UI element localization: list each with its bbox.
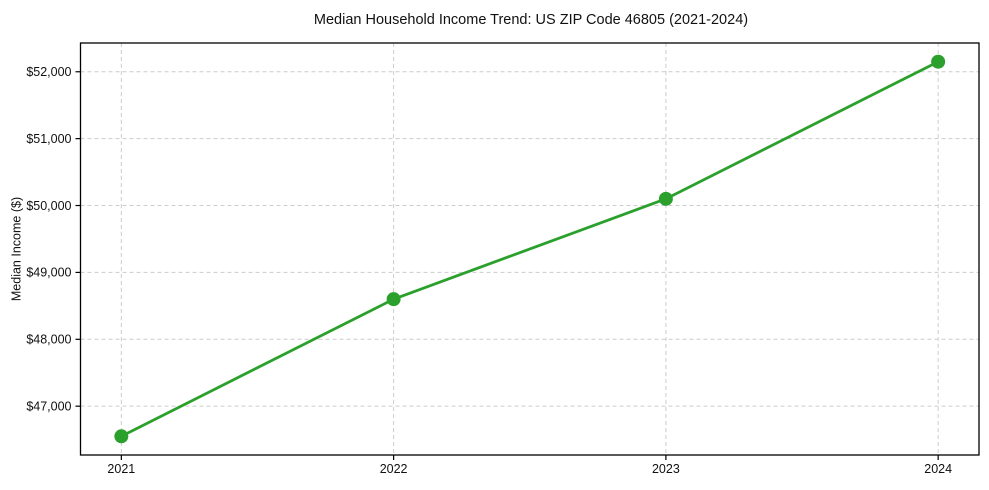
data-point-2023 xyxy=(658,191,673,206)
y-tick-label: $49,000 xyxy=(26,266,71,280)
data-line xyxy=(119,60,940,438)
y-tick-label: $47,000 xyxy=(26,399,71,413)
data-point-2022 xyxy=(386,292,401,307)
x-tick-label: 2021 xyxy=(107,462,135,476)
data-point-2024 xyxy=(931,54,946,69)
chart-layer: $47,000 $48,000 $49,000 $50,000 $51,000 $52,0… xyxy=(26,42,980,476)
x-tick-label: 2023 xyxy=(652,462,680,476)
y-tick-label: $51,000 xyxy=(26,132,71,146)
data-point-2021 xyxy=(114,429,129,444)
y-axis-label: Median Income ($) xyxy=(9,197,23,301)
y-tick-label: $48,000 xyxy=(26,333,71,347)
chart-title: Median Household Income Trend: US ZIP Co… xyxy=(314,12,748,28)
y-tick-label: $50,000 xyxy=(26,199,71,213)
y-tick-label: $52,000 xyxy=(26,65,71,79)
plot-border xyxy=(79,42,980,456)
x-tick-label: 2022 xyxy=(380,462,408,476)
x-tick-label: 2024 xyxy=(924,462,952,476)
